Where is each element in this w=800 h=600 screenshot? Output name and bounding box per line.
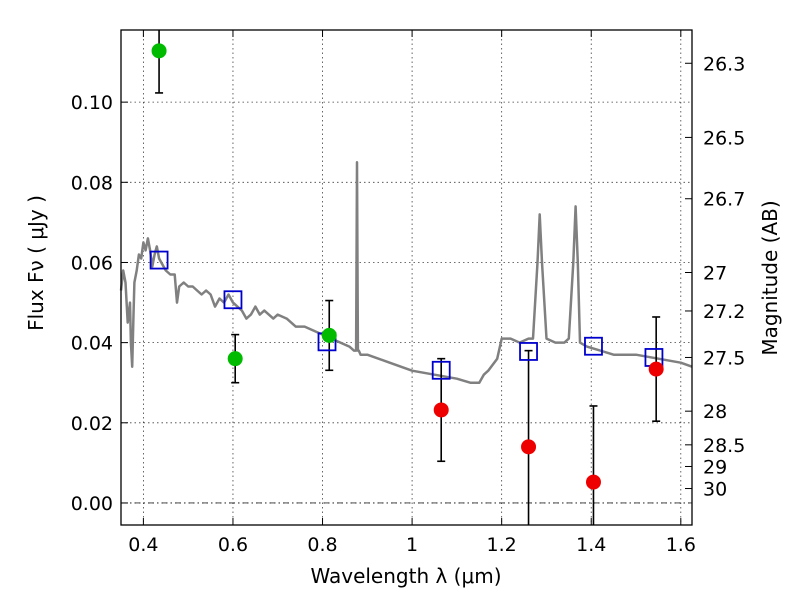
y-tick-label: 0.04: [71, 333, 113, 355]
grid-lines: [121, 30, 692, 525]
y-tick-label: 0.00: [71, 493, 113, 515]
model-square-point: [223, 290, 243, 310]
observed-point: [321, 327, 337, 343]
model-square-point: [584, 336, 603, 356]
model-photometry: [149, 250, 664, 380]
y2-tick-label: 27.5: [703, 347, 745, 369]
model-square-point: [431, 360, 451, 380]
y-tick-label: 0.02: [71, 413, 113, 435]
model-spectrum: [119, 161, 693, 384]
y2-tick-label: 26.5: [703, 127, 745, 149]
x-tick-label: 0.4: [128, 534, 158, 556]
model-square-point: [149, 250, 169, 270]
spectrum-line: [119, 161, 693, 384]
y-tick-label: 0.08: [71, 172, 113, 194]
y2-axis-title: Magnitude (AB): [758, 200, 782, 355]
y2-tick-label: 27: [703, 262, 727, 284]
model-square-point: [519, 342, 538, 361]
x-tick-labels: 0.4 0.6 0.8 1 1.2 1.4 1.6: [128, 534, 696, 556]
y2-tick-label: 29: [703, 456, 727, 478]
y2-tick-label: 26.3: [703, 53, 745, 75]
y-axis-title: Flux Fν ( μJy ): [24, 195, 48, 331]
error-bars: [155, 30, 661, 525]
axis-ticks: [121, 30, 692, 525]
y-tick-label: 0.10: [71, 92, 113, 114]
y2-tick-label: 26.7: [703, 189, 745, 211]
observed-point: [433, 402, 449, 418]
x-tick-label: 0.8: [307, 534, 337, 556]
x-tick-label: 0.6: [218, 534, 248, 556]
x-tick-label: 1.6: [666, 534, 696, 556]
observed-point: [227, 351, 243, 367]
x-tick-label: 1.4: [576, 534, 606, 556]
x-tick-label: 1.2: [487, 534, 517, 556]
observed-point: [648, 361, 664, 377]
observed-point: [151, 43, 167, 59]
y2-tick-label: 28.5: [703, 435, 745, 457]
observed-photometry: [151, 43, 664, 490]
y2-tick-label: 30: [703, 479, 727, 501]
observed-point: [585, 474, 601, 490]
y-tick-labels: 0.00 0.02 0.04 0.06 0.08 0.10: [71, 92, 113, 515]
plot-frame: [120, 29, 693, 526]
observed-point: [521, 439, 537, 455]
x-axis-title: Wavelength λ (μm): [310, 564, 501, 588]
y2-tick-label: 27.2: [703, 301, 745, 323]
y-tick-label: 0.06: [71, 252, 113, 274]
y2-tick-label: 28: [703, 401, 727, 423]
x-tick-label: 1: [406, 534, 418, 556]
